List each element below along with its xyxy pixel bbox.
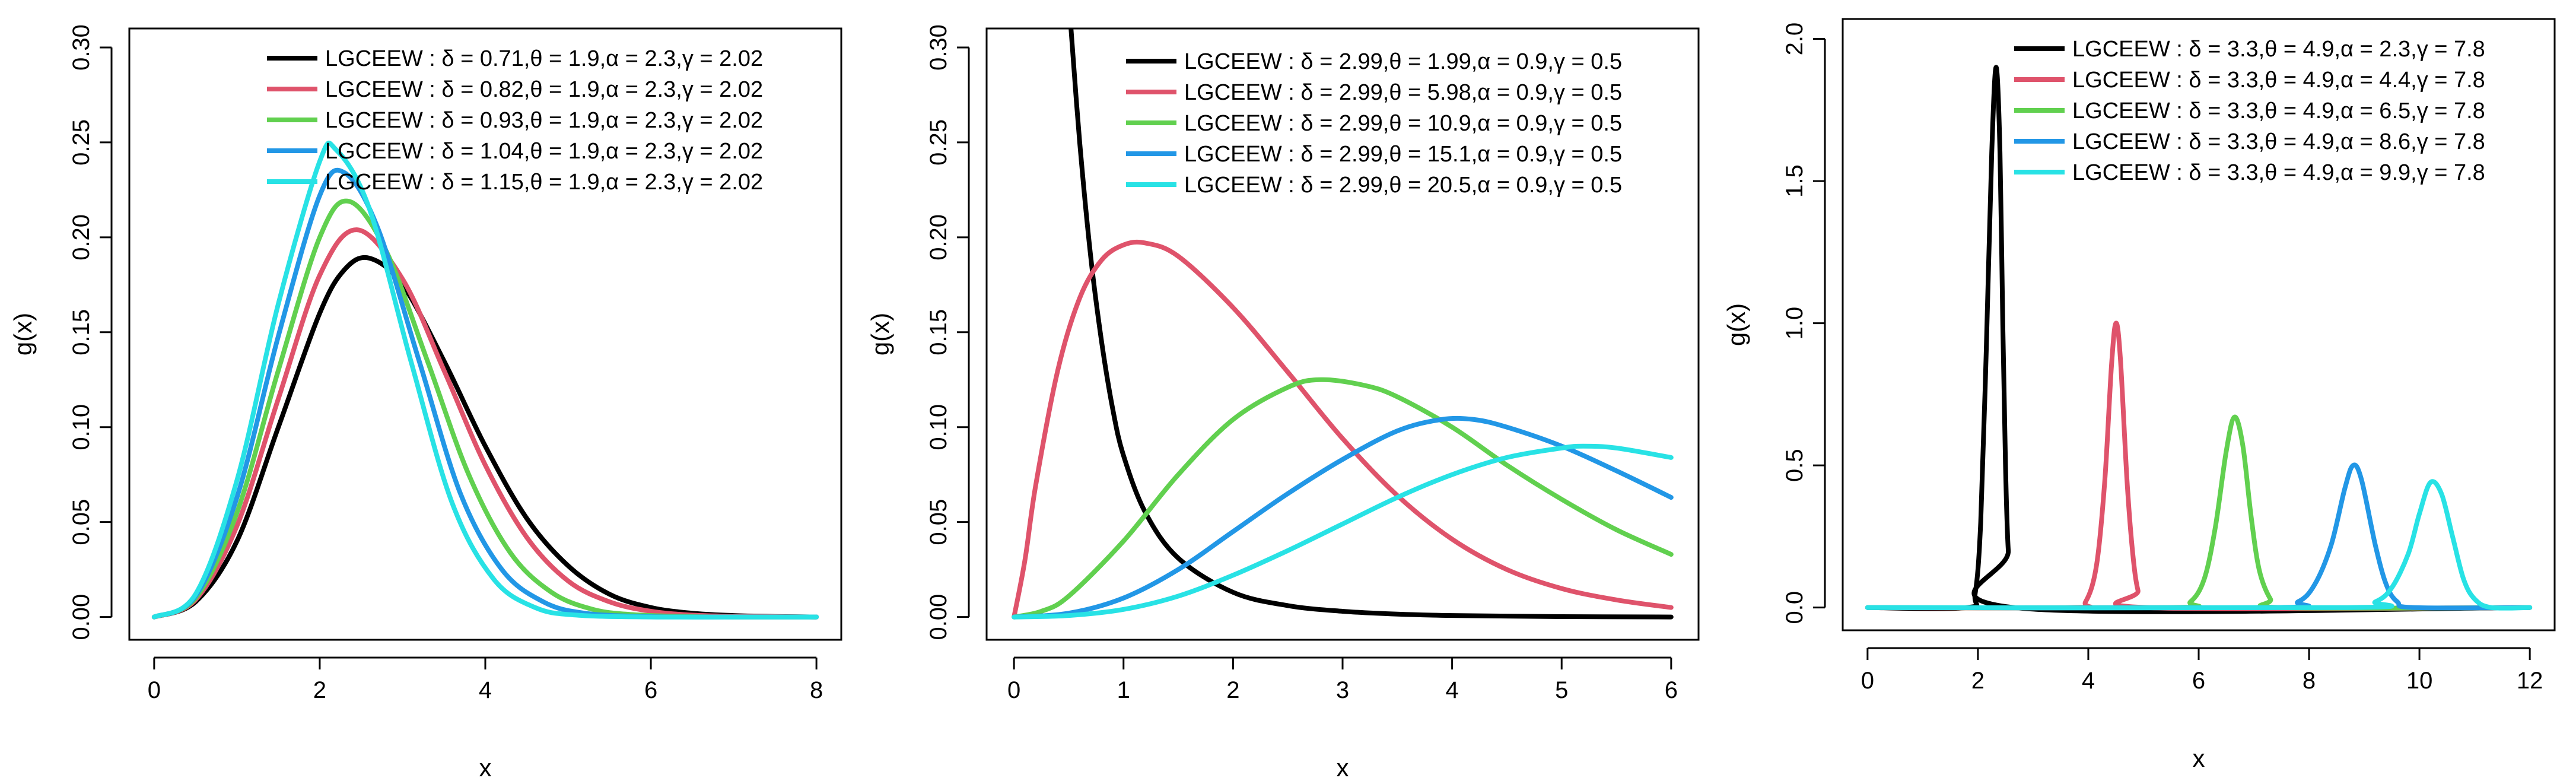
y-tick-label: 0.10 [68, 404, 94, 450]
y-tick-label: 0.20 [926, 214, 952, 261]
y-tick-label: 2.0 [1782, 23, 1808, 56]
plot-frame [985, 27, 1700, 641]
legend-label-5: LGCEEW : δ = 3.3,θ = 4.9,α = 9.9,γ = 7.8 [2072, 160, 2485, 185]
x-axis-title: x [479, 754, 492, 782]
series-line-1 [1865, 65, 2533, 614]
plot-frame [1842, 18, 2556, 631]
legend-label-2: LGCEEW : δ = 3.3,θ = 4.9,α = 4.4,γ = 7.8 [2072, 68, 2485, 93]
legend-label-2: LGCEEW : δ = 2.99,θ = 5.98,α = 0.9,γ = 0… [1184, 80, 1622, 105]
x-axis-title: x [2193, 744, 2205, 772]
x-tick-label: 2 [1971, 668, 1985, 694]
x-tick-label: 8 [2303, 668, 2316, 694]
y-tick-label: 0.25 [68, 119, 94, 166]
x-tick-label: 12 [2517, 668, 2543, 694]
plot-area [1012, 28, 1674, 620]
x-tick-label: 2 [313, 677, 326, 703]
y-tick-label: 0.10 [926, 404, 952, 450]
plot-frame [128, 27, 842, 641]
legend-label-1: LGCEEW : δ = 2.99,θ = 1.99,α = 0.9,γ = 0… [1184, 49, 1622, 74]
legend: LGCEEW : δ = 0.71,θ = 1.9,α = 2.3,γ = 2.… [267, 46, 763, 195]
x-tick-label: 6 [1665, 677, 1678, 703]
series-line-3 [1012, 377, 1674, 620]
plot-area [151, 141, 819, 620]
x-tick-label: 10 [2406, 668, 2433, 694]
y-tick-label: 0.05 [68, 499, 94, 545]
series-line-5 [1012, 443, 1674, 620]
x-tick-label: 0 [1861, 668, 1874, 694]
y-axis-title: g(x) [1722, 303, 1750, 346]
legend-label-1: LGCEEW : δ = 3.3,θ = 4.9,α = 2.3,γ = 7.8 [2072, 37, 2485, 62]
legend-label-4: LGCEEW : δ = 1.04,θ = 1.9,α = 2.3,γ = 2.… [325, 139, 763, 164]
y-axis-title: g(x) [866, 313, 894, 356]
series-line-4 [151, 167, 819, 620]
y-tick-label: 0.15 [68, 309, 94, 356]
legend: LGCEEW : δ = 2.99,θ = 1.99,α = 0.9,γ = 0… [1126, 49, 1622, 198]
x-tick-label: 8 [810, 677, 823, 703]
x-tick-label: 2 [1226, 677, 1239, 703]
x-axis-title: x [1337, 754, 1349, 782]
y-tick-label: 0.05 [926, 499, 952, 545]
y-tick-label: 0.5 [1782, 449, 1808, 482]
x-tick-label: 5 [1555, 677, 1568, 703]
legend-label-1: LGCEEW : δ = 0.71,θ = 1.9,α = 2.3,γ = 2.… [325, 46, 763, 71]
series-line-2 [151, 227, 819, 620]
legend-label-3: LGCEEW : δ = 2.99,θ = 10.9,α = 0.9,γ = 0… [1184, 111, 1622, 136]
y-tick-label: 0.30 [68, 24, 94, 71]
y-tick-label: 0.20 [68, 214, 94, 261]
x-tick-label: 4 [479, 677, 492, 703]
legend-label-5: LGCEEW : δ = 1.15,θ = 1.9,α = 2.3,γ = 2.… [325, 170, 763, 195]
series-line-5 [1865, 479, 2533, 611]
panel-2: 0 1 2 3 4 5 6 x 0.00 0.05 0.10 0.15 0.20 0.25 0.30 g(x)… [866, 24, 1700, 782]
y-tick-label: 0.25 [926, 119, 952, 166]
legend-label-5: LGCEEW : δ = 2.99,θ = 20.5,α = 0.9,γ = 0… [1184, 173, 1622, 198]
x-tick-label: 4 [2082, 668, 2095, 694]
x-tick-label: 4 [1445, 677, 1458, 703]
x-tick-label: 6 [644, 677, 657, 703]
y-axis-title: g(x) [9, 313, 37, 356]
y-tick-label: 0.00 [68, 594, 94, 640]
x-tick-label: 0 [1007, 677, 1020, 703]
plot-area [1865, 65, 2533, 614]
y-tick-label: 0.00 [926, 594, 952, 640]
y-tick-label: 1.0 [1782, 307, 1808, 340]
legend-label-2: LGCEEW : δ = 0.82,θ = 1.9,α = 2.3,γ = 2.… [325, 77, 763, 102]
y-tick-label: 0.15 [926, 309, 952, 356]
y-tick-label: 0.30 [926, 24, 952, 71]
x-tick-label: 6 [2192, 668, 2205, 694]
legend-label-4: LGCEEW : δ = 2.99,θ = 15.1,α = 0.9,γ = 0… [1184, 142, 1622, 167]
x-tick-label: 1 [1117, 677, 1130, 703]
panel-1: 0 2 4 6 8 x 0.00 0.05 0.10 0.15 0.20 0.25 0.30 g(x) LG… [9, 24, 842, 782]
legend-label-3: LGCEEW : δ = 0.93,θ = 1.9,α = 2.3,γ = 2.… [325, 108, 763, 133]
legend: LGCEEW : δ = 3.3,θ = 4.9,α = 2.3,γ = 7.8… [2014, 37, 2485, 185]
series-line-1 [1068, 28, 1674, 620]
x-tick-label: 3 [1336, 677, 1349, 703]
legend-label-3: LGCEEW : δ = 3.3,θ = 4.9,α = 6.5,γ = 7.8 [2072, 99, 2485, 123]
y-tick-label: 0.0 [1782, 591, 1808, 624]
series-line-2 [1865, 320, 2533, 611]
series-line-5 [151, 141, 819, 620]
series-line-3 [1865, 414, 2533, 611]
y-tick-label: 1.5 [1782, 164, 1808, 198]
series-line-2 [1012, 239, 1674, 620]
legend-label-4: LGCEEW : δ = 3.3,θ = 4.9,α = 8.6,γ = 7.8 [2072, 129, 2485, 154]
panel-3: 0 2 4 6 8 10 12 x 0.0 0.5 1.0 1.5 2.0 g(x) LGCEEW : δ … [1722, 18, 2556, 772]
x-tick-label: 0 [148, 677, 161, 703]
